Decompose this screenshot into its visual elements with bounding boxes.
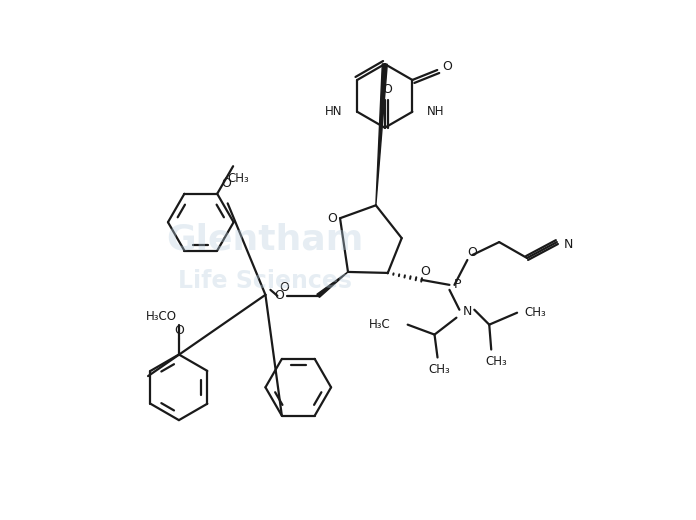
Text: CH₃: CH₃	[227, 172, 249, 185]
Text: O: O	[382, 83, 392, 96]
Text: O: O	[221, 177, 231, 190]
Text: P: P	[454, 278, 461, 291]
Text: Glentham: Glentham	[166, 223, 363, 256]
Text: CH₃: CH₃	[429, 363, 450, 376]
Polygon shape	[317, 272, 348, 297]
Text: H₃C: H₃C	[369, 318, 390, 331]
Polygon shape	[376, 64, 387, 205]
Text: O: O	[420, 265, 431, 278]
Text: CH₃: CH₃	[485, 355, 507, 368]
Text: O: O	[468, 245, 477, 258]
Text: H₃CO: H₃CO	[145, 310, 177, 323]
Text: O: O	[174, 324, 184, 337]
Text: N: N	[463, 305, 472, 318]
Text: CH₃: CH₃	[524, 306, 546, 319]
Text: HN: HN	[325, 105, 342, 118]
Text: O: O	[327, 212, 337, 225]
Text: N: N	[564, 238, 574, 251]
Text: O: O	[274, 289, 284, 302]
Text: Life Sciences: Life Sciences	[178, 269, 352, 293]
Text: O: O	[442, 60, 452, 73]
Text: NH: NH	[427, 105, 445, 118]
Text: O: O	[279, 281, 290, 294]
